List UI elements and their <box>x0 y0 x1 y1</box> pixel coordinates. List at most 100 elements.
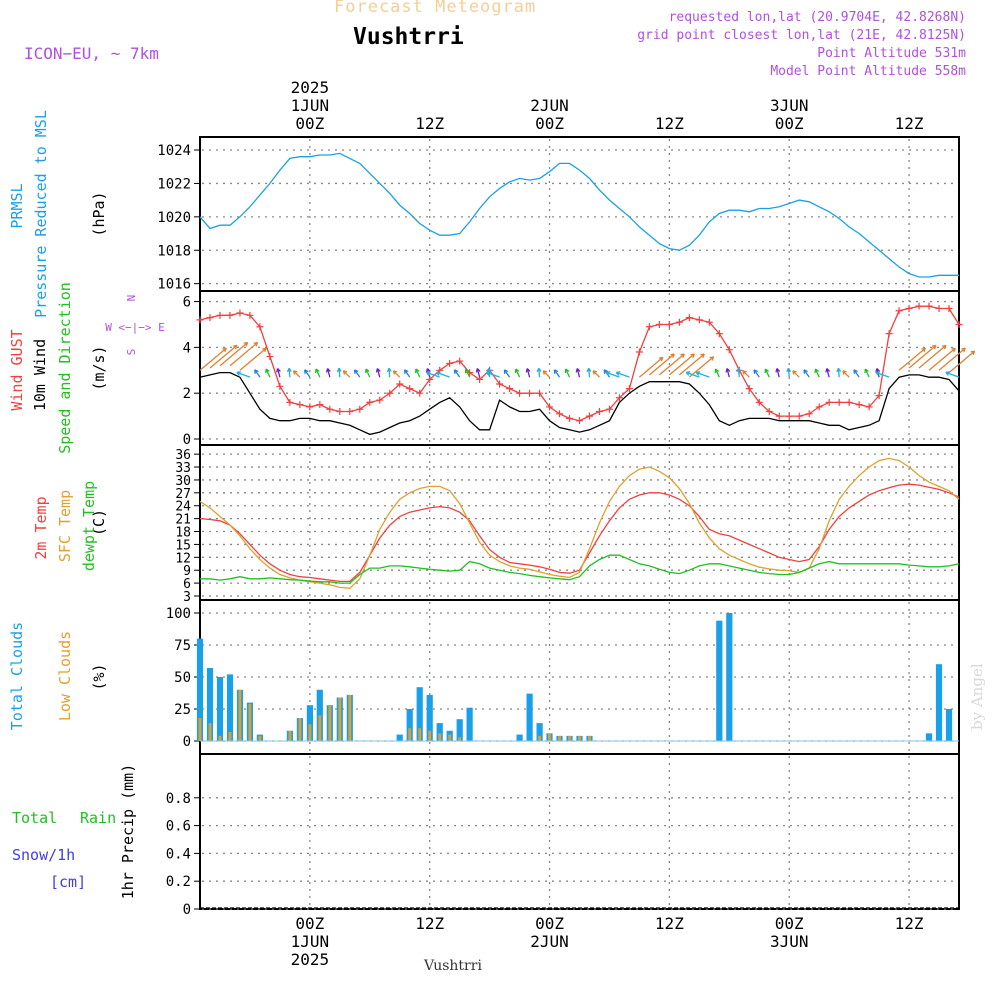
wind-arrow <box>928 347 956 371</box>
wind-arrow <box>837 368 840 378</box>
gust-point-marker <box>546 403 554 411</box>
wind-arrow-head <box>403 369 409 374</box>
wind-arrow-head <box>253 341 259 347</box>
pressure-ytick-label: 1018 <box>157 243 191 259</box>
wind-arrow <box>764 368 770 378</box>
wind-arrow <box>688 356 715 378</box>
wind-arrow <box>737 368 740 378</box>
wind-arrow <box>415 368 421 378</box>
gust-point-marker <box>446 359 454 367</box>
precip-ytick-label: 0.2 <box>166 874 191 890</box>
gust-point-marker <box>396 380 404 388</box>
gust-point-marker <box>506 385 514 393</box>
wind-arrow <box>714 368 720 378</box>
gust-point-marker <box>346 408 354 416</box>
precip-ytick-label: 0 <box>183 902 191 918</box>
pressure-legend-msl: Pressure Reduced to MSL <box>32 110 50 318</box>
wind-arrow <box>695 371 710 378</box>
wind-arrow-head <box>243 341 249 347</box>
gust-point-marker <box>725 346 733 354</box>
bottom-axis-label: 00Z <box>775 914 804 933</box>
gust-point-marker <box>526 389 534 397</box>
bottom-axis-label: 2JUN <box>530 932 569 951</box>
total-cloud-bar <box>396 734 403 741</box>
gust-point-marker <box>855 401 863 409</box>
gust-point-marker <box>885 330 893 338</box>
top-axis-label: 12Z <box>655 114 684 133</box>
wind-arrow <box>453 369 461 378</box>
wind-arrow <box>668 353 695 376</box>
gust-point-marker <box>276 382 284 390</box>
precip-legend-snow: Snow/1h <box>12 846 75 864</box>
wind-arrow <box>753 369 760 378</box>
wind-arrow <box>678 353 705 376</box>
gust-point-marker <box>595 408 603 416</box>
compass-west-east: W <−|−> E <box>105 321 165 334</box>
low-cloud-bar <box>328 705 332 741</box>
low-cloud-bar <box>288 730 292 741</box>
total-cloud-bar <box>536 723 543 741</box>
wind-arrow-head <box>262 347 267 353</box>
low-cloud-bar <box>218 735 222 741</box>
wind-arrow-head <box>222 347 227 353</box>
wind-arrow-head <box>753 369 758 374</box>
wind-legend-10m: 10m Wind <box>31 339 49 411</box>
wind-arrow-head <box>292 370 298 375</box>
low-cloud-bar <box>248 703 252 741</box>
low-cloud-bar <box>258 735 262 741</box>
wind-arrow-head <box>342 370 348 375</box>
wind-arrow <box>787 368 790 378</box>
wind-arrow-head <box>951 347 956 353</box>
top-axis-label: 3JUN <box>770 96 809 115</box>
top-axis-label: 12Z <box>895 114 924 133</box>
temp-legend-sfc: SFC Temp <box>56 490 74 562</box>
gust-point-marker <box>516 389 524 397</box>
wind-arrow-head <box>945 371 950 376</box>
wind-arrow <box>239 347 267 371</box>
gust-point-marker <box>615 394 623 402</box>
wind-arrow-head <box>725 368 731 373</box>
wind-panel: 0 2 4 6 <box>183 290 963 448</box>
gust-point-marker <box>196 316 204 324</box>
wind-arrow-head <box>286 367 292 373</box>
wind-arrow-head <box>592 370 598 375</box>
wind-arrow <box>365 368 371 378</box>
wind-arrow <box>592 370 600 378</box>
wind-arrow-head <box>736 367 742 373</box>
top-axis-label: 2025 <box>291 78 330 97</box>
gust-point-marker <box>775 412 783 420</box>
wind-arrow <box>404 369 411 378</box>
wind-arrow <box>304 369 311 378</box>
wind-arrow-head <box>670 353 675 358</box>
gust-point-marker <box>925 302 933 310</box>
temperature-unit-label: (C) <box>90 509 108 536</box>
wind-arrow <box>476 368 481 378</box>
wind-arrow-head <box>961 347 966 353</box>
wind-arrow-head <box>690 353 695 358</box>
wind-arrow-head <box>232 344 238 350</box>
wind-arrow-head <box>265 368 270 374</box>
total-cloud-bar <box>726 613 733 741</box>
total-cloud-bar <box>216 677 224 741</box>
gust-point-marker <box>715 330 723 338</box>
wind-arrow <box>814 368 820 378</box>
gust-point-marker <box>825 398 833 406</box>
clouds-ytick-label: 25 <box>174 702 191 718</box>
total-cloud-bar <box>466 707 473 741</box>
total-cloud-bar <box>436 723 443 741</box>
wind-arrow <box>908 344 937 369</box>
bottom-axis-label: 1JUN <box>291 932 330 951</box>
pressure-ytick-label: 1022 <box>157 176 191 192</box>
wind-arrow <box>209 344 238 369</box>
temperature-ytick-label: 30 <box>175 474 191 489</box>
wind-ytick-label: 2 <box>183 386 191 402</box>
temperature-ytick-label: 18 <box>175 526 191 541</box>
wind-arrow <box>488 368 491 378</box>
temperature-ytick-label: 33 <box>175 461 191 476</box>
wind-arrow-head <box>615 371 621 376</box>
pressure-frame <box>199 136 960 292</box>
bottom-axis-label: 2025 <box>291 950 330 969</box>
low-cloud-bar <box>238 689 242 741</box>
wind-arrow-head <box>685 371 691 376</box>
gust-point-marker <box>865 403 873 411</box>
